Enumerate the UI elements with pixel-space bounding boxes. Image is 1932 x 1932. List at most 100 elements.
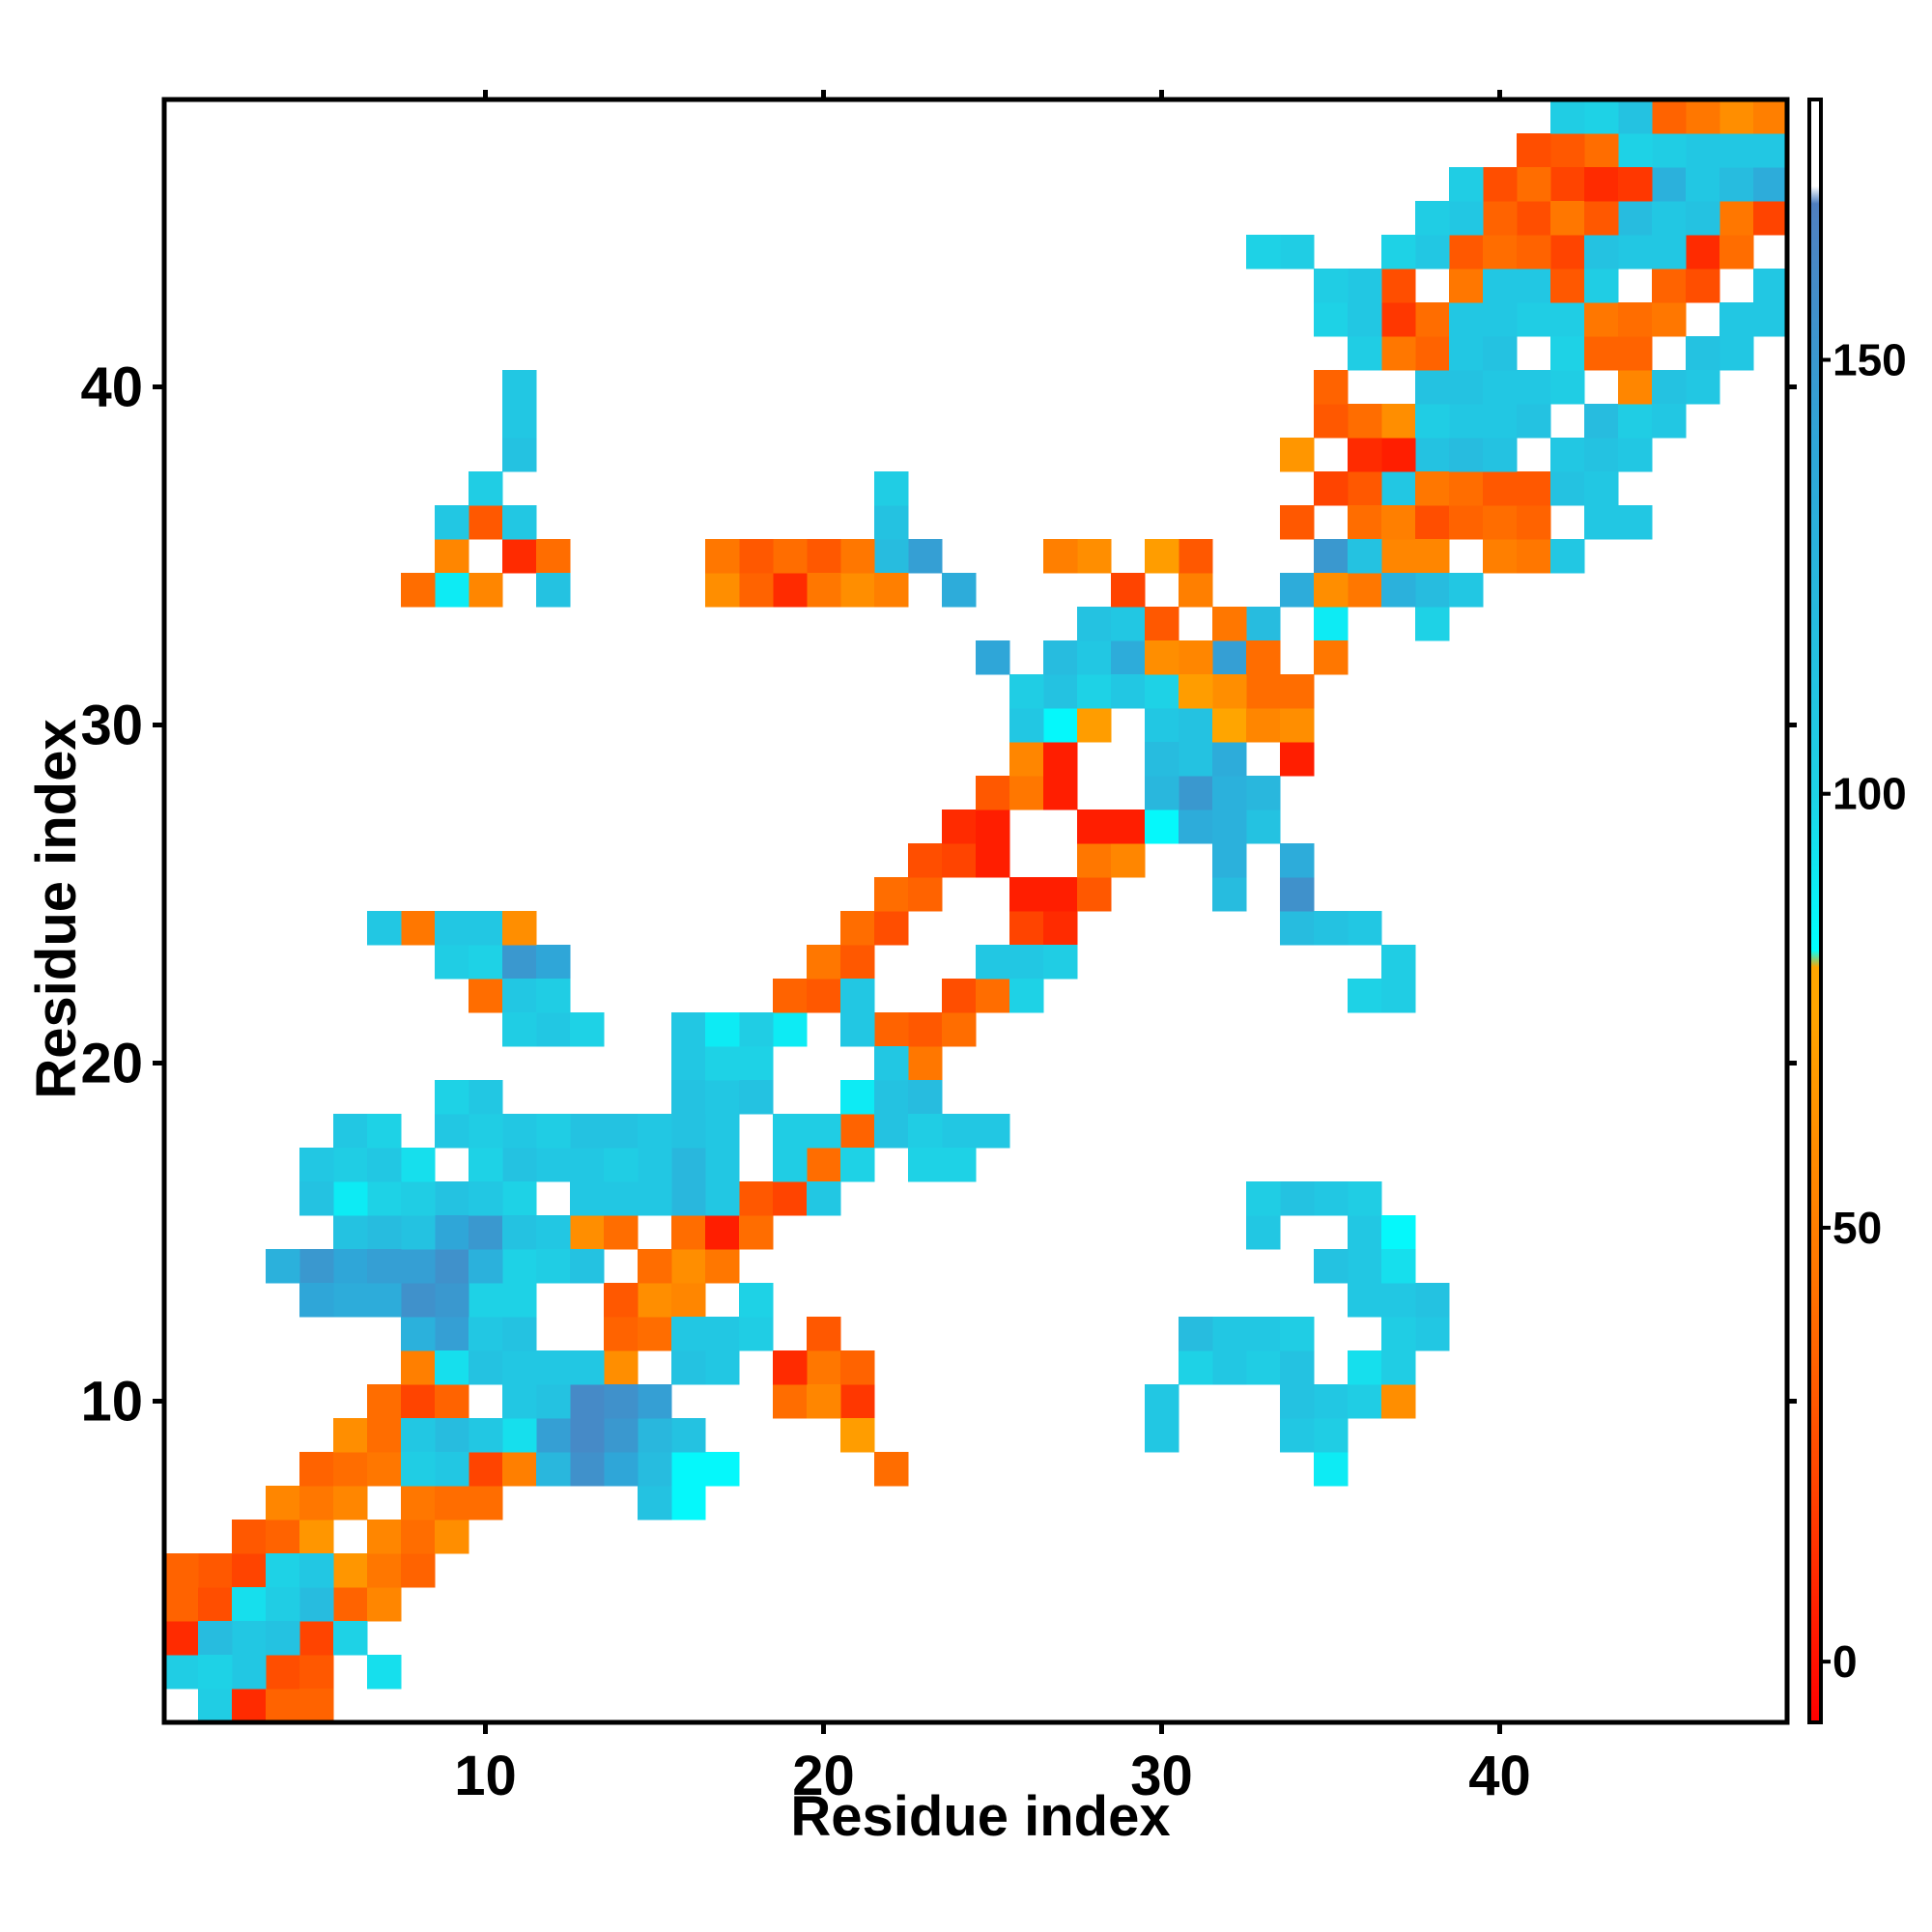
heatmap-cell bbox=[1719, 201, 1754, 236]
heatmap-cell bbox=[1246, 1317, 1281, 1351]
colorbar-tick-label: 50 bbox=[1833, 1203, 1882, 1253]
heatmap-cell bbox=[1381, 471, 1416, 506]
heatmap-cell bbox=[1314, 370, 1349, 405]
heatmap-cell bbox=[536, 1418, 571, 1453]
heatmap-cell bbox=[1246, 810, 1281, 844]
heatmap-cell bbox=[536, 1215, 571, 1250]
heatmap-cell bbox=[1449, 201, 1484, 236]
heatmap-cell bbox=[671, 1317, 706, 1351]
heatmap-cell bbox=[1550, 167, 1585, 202]
heatmap-cell bbox=[1415, 573, 1450, 608]
heatmap-cell bbox=[705, 1317, 740, 1351]
heatmap-cell bbox=[1280, 505, 1315, 540]
heatmap-cell bbox=[367, 1655, 402, 1690]
heatmap-cell bbox=[1517, 167, 1551, 202]
heatmap-cell bbox=[874, 1114, 909, 1149]
heatmap-cell bbox=[1111, 573, 1146, 608]
heatmap-cell bbox=[299, 1283, 334, 1318]
heatmap-cell bbox=[570, 1384, 605, 1419]
heatmap-cell bbox=[1111, 674, 1146, 709]
heatmap-cell bbox=[1719, 167, 1754, 202]
heatmap-cell bbox=[1179, 776, 1213, 810]
heatmap-cell bbox=[1381, 979, 1416, 1013]
heatmap-cell bbox=[333, 1215, 368, 1250]
heatmap-cell bbox=[367, 1249, 402, 1284]
heatmap-cell bbox=[1246, 235, 1281, 270]
heatmap-cell bbox=[502, 1181, 537, 1216]
heatmap-cell bbox=[1179, 573, 1213, 608]
heatmap-cell bbox=[367, 1181, 402, 1216]
heatmap-cell bbox=[1348, 573, 1382, 608]
heatmap-cell bbox=[1314, 607, 1349, 641]
heatmap-cell bbox=[570, 1418, 605, 1453]
heatmap-cell bbox=[705, 539, 740, 574]
heatmap-cell bbox=[1246, 1215, 1281, 1250]
heatmap-cell bbox=[840, 1012, 875, 1047]
heatmap-cell bbox=[908, 843, 943, 878]
heatmap-cell bbox=[671, 1350, 706, 1385]
heatmap-cell bbox=[1449, 370, 1484, 405]
heatmap-cell bbox=[1719, 336, 1754, 371]
heatmap-cell bbox=[1314, 1452, 1349, 1487]
heatmap-cell bbox=[1584, 269, 1619, 303]
heatmap-cell bbox=[1145, 539, 1179, 574]
heatmap-cell bbox=[367, 1418, 402, 1453]
heatmap-cell bbox=[1314, 911, 1349, 946]
heatmap-cell bbox=[1111, 843, 1146, 878]
heatmap-cell bbox=[1550, 302, 1585, 337]
heatmap-cell bbox=[1212, 674, 1247, 709]
heatmap-cell bbox=[1415, 471, 1450, 506]
heatmap-cell bbox=[807, 573, 841, 608]
heatmap-cell bbox=[502, 979, 537, 1013]
heatmap-cell bbox=[1077, 843, 1112, 878]
heatmap-cell bbox=[1517, 302, 1551, 337]
heatmap-cell bbox=[1314, 269, 1349, 303]
heatmap-cell bbox=[705, 1215, 740, 1250]
heatmap-cell bbox=[1314, 302, 1349, 337]
heatmap-cell bbox=[435, 505, 469, 540]
heatmap-cell bbox=[1381, 1215, 1416, 1250]
heatmap-cell bbox=[840, 945, 875, 980]
heatmap-cell bbox=[401, 573, 436, 608]
heatmap-cell bbox=[874, 1452, 909, 1487]
heatmap-cell bbox=[502, 1384, 537, 1419]
x-tick-label: 20 bbox=[792, 1745, 855, 1807]
colorbar: 0 50 100 150 bbox=[1807, 98, 1907, 1724]
heatmap-cell bbox=[840, 573, 875, 608]
heatmap-cell bbox=[1550, 438, 1585, 472]
heatmap-cell bbox=[502, 438, 537, 472]
heatmap-cell bbox=[1381, 302, 1416, 337]
heatmap-cell bbox=[1719, 302, 1754, 337]
heatmap-cell bbox=[1348, 438, 1382, 472]
plot-frame bbox=[161, 97, 1790, 1725]
heatmap-cell bbox=[232, 1655, 267, 1690]
heatmap-cell bbox=[1348, 1249, 1382, 1284]
heatmap-cell bbox=[469, 1114, 503, 1149]
heatmap-cell bbox=[1145, 742, 1179, 777]
heatmap-cell bbox=[705, 1350, 740, 1385]
heatmap-cell bbox=[266, 1249, 300, 1284]
heatmap-cell bbox=[469, 1418, 503, 1453]
y-axis-title: Residue index bbox=[25, 719, 88, 1098]
heatmap-cell bbox=[1381, 269, 1416, 303]
heatmap-cell bbox=[266, 1553, 300, 1588]
heatmap-cell bbox=[435, 945, 469, 980]
heatmap-cell bbox=[536, 1012, 571, 1047]
heatmap-cell bbox=[1280, 1418, 1315, 1453]
heatmap-cell bbox=[367, 1452, 402, 1487]
heatmap-cell bbox=[1449, 438, 1484, 472]
heatmap-cell bbox=[435, 1520, 469, 1554]
heatmap-cell bbox=[1719, 235, 1754, 270]
heatmap-cell bbox=[401, 1317, 436, 1351]
heatmap-cell bbox=[705, 1114, 740, 1149]
heatmap-cell bbox=[807, 1384, 841, 1419]
heatmap-cell bbox=[198, 1655, 233, 1690]
heatmap-cell bbox=[840, 1114, 875, 1149]
colorbar-tick-label: 0 bbox=[1833, 1636, 1858, 1687]
heatmap-cell bbox=[536, 1249, 571, 1284]
heatmap-cell bbox=[739, 1181, 774, 1216]
heatmap-cell bbox=[1449, 269, 1484, 303]
heatmap-cell bbox=[1348, 1181, 1382, 1216]
heatmap-cell bbox=[1584, 505, 1619, 540]
heatmap-cell bbox=[1280, 1350, 1315, 1385]
